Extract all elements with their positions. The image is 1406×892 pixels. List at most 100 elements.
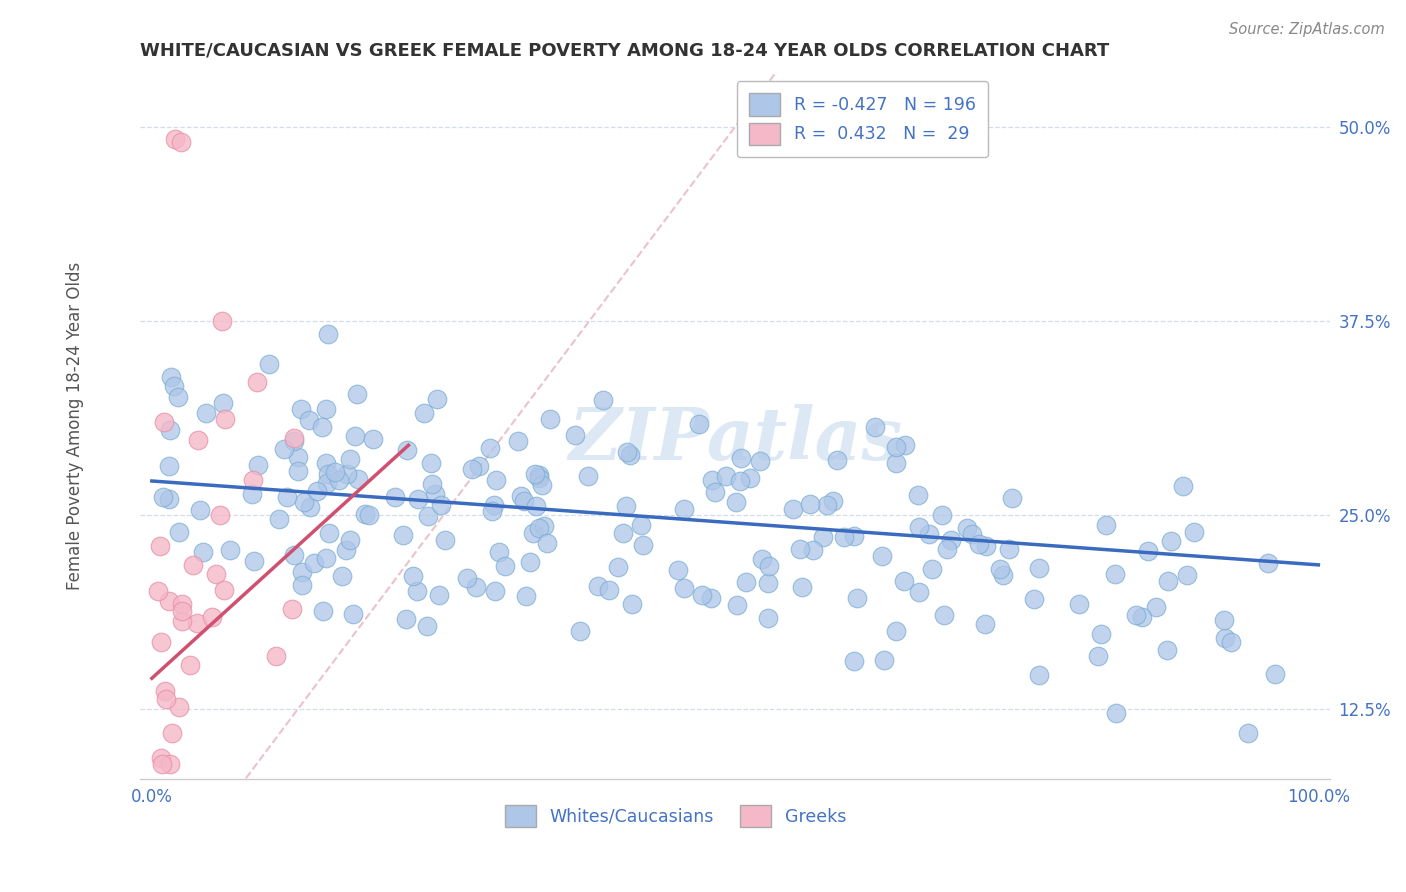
Point — [420, 476, 443, 491]
Point — [170, 604, 193, 618]
Point — [246, 458, 269, 472]
Point — [246, 375, 269, 389]
Point — [281, 601, 304, 615]
Point — [1219, 634, 1241, 648]
Point — [513, 494, 536, 508]
Point — [342, 607, 364, 622]
Point — [782, 501, 804, 516]
Point — [456, 571, 478, 585]
Point — [973, 617, 995, 632]
Point — [728, 474, 751, 488]
Point — [416, 618, 439, 632]
Point — [315, 550, 337, 565]
Point — [630, 518, 652, 533]
Point — [1001, 491, 1024, 505]
Point — [564, 428, 586, 442]
Point — [592, 393, 614, 408]
Point — [276, 490, 298, 504]
Point — [157, 459, 180, 474]
Point — [146, 583, 169, 598]
Point — [187, 433, 209, 447]
Point — [159, 424, 181, 438]
Point — [1144, 599, 1167, 614]
Point — [211, 396, 233, 410]
Point — [1130, 610, 1153, 624]
Point — [967, 537, 990, 551]
Point — [170, 614, 193, 628]
Point — [1095, 518, 1118, 533]
Point — [384, 490, 406, 504]
Point — [832, 531, 855, 545]
Point — [218, 542, 240, 557]
Point — [323, 465, 346, 479]
Point — [1264, 667, 1286, 681]
Point — [287, 464, 309, 478]
Point — [714, 469, 737, 483]
Point — [179, 657, 201, 672]
Point — [315, 456, 337, 470]
Point — [468, 459, 491, 474]
Point — [257, 357, 280, 371]
Point — [482, 499, 505, 513]
Text: Source: ZipAtlas.com: Source: ZipAtlas.com — [1229, 22, 1385, 37]
Point — [264, 648, 287, 663]
Point — [204, 566, 226, 581]
Point — [917, 526, 939, 541]
Point — [318, 526, 340, 541]
Point — [167, 391, 190, 405]
Point — [941, 533, 963, 548]
Point — [991, 567, 1014, 582]
Point — [273, 442, 295, 457]
Point — [962, 526, 984, 541]
Point — [529, 521, 551, 535]
Point — [1257, 557, 1279, 571]
Point — [702, 474, 724, 488]
Point — [614, 500, 637, 514]
Point — [359, 508, 381, 523]
Point — [181, 558, 204, 572]
Point — [316, 467, 339, 481]
Point — [316, 327, 339, 342]
Point — [530, 477, 553, 491]
Point — [990, 562, 1012, 576]
Point — [863, 419, 886, 434]
Point — [536, 535, 558, 549]
Point — [908, 520, 931, 534]
Point — [172, 597, 194, 611]
Point — [305, 483, 328, 498]
Point — [666, 563, 689, 577]
Text: ZIPatlas: ZIPatlas — [568, 404, 903, 475]
Point — [690, 588, 713, 602]
Text: Female Poverty Among 18-24 Year Olds: Female Poverty Among 18-24 Year Olds — [66, 261, 84, 590]
Point — [672, 502, 695, 516]
Point — [347, 472, 370, 486]
Point — [789, 542, 811, 557]
Point — [339, 533, 361, 548]
Point — [149, 634, 172, 648]
Point — [153, 684, 176, 698]
Point — [191, 545, 214, 559]
Point — [423, 487, 446, 501]
Point — [538, 411, 561, 425]
Point — [330, 568, 353, 582]
Point — [873, 653, 896, 667]
Point — [527, 468, 550, 483]
Point — [825, 453, 848, 467]
Point — [586, 579, 609, 593]
Point — [461, 462, 484, 476]
Point — [1028, 561, 1050, 575]
Point — [427, 588, 450, 602]
Point — [406, 492, 429, 507]
Point — [328, 473, 350, 487]
Point — [510, 489, 533, 503]
Point — [576, 469, 599, 483]
Point — [292, 495, 315, 509]
Point — [527, 471, 550, 485]
Point — [758, 576, 780, 591]
Point — [336, 467, 359, 481]
Point — [730, 451, 752, 466]
Point — [893, 574, 915, 589]
Point — [621, 597, 644, 611]
Point — [533, 519, 555, 533]
Point — [159, 756, 181, 771]
